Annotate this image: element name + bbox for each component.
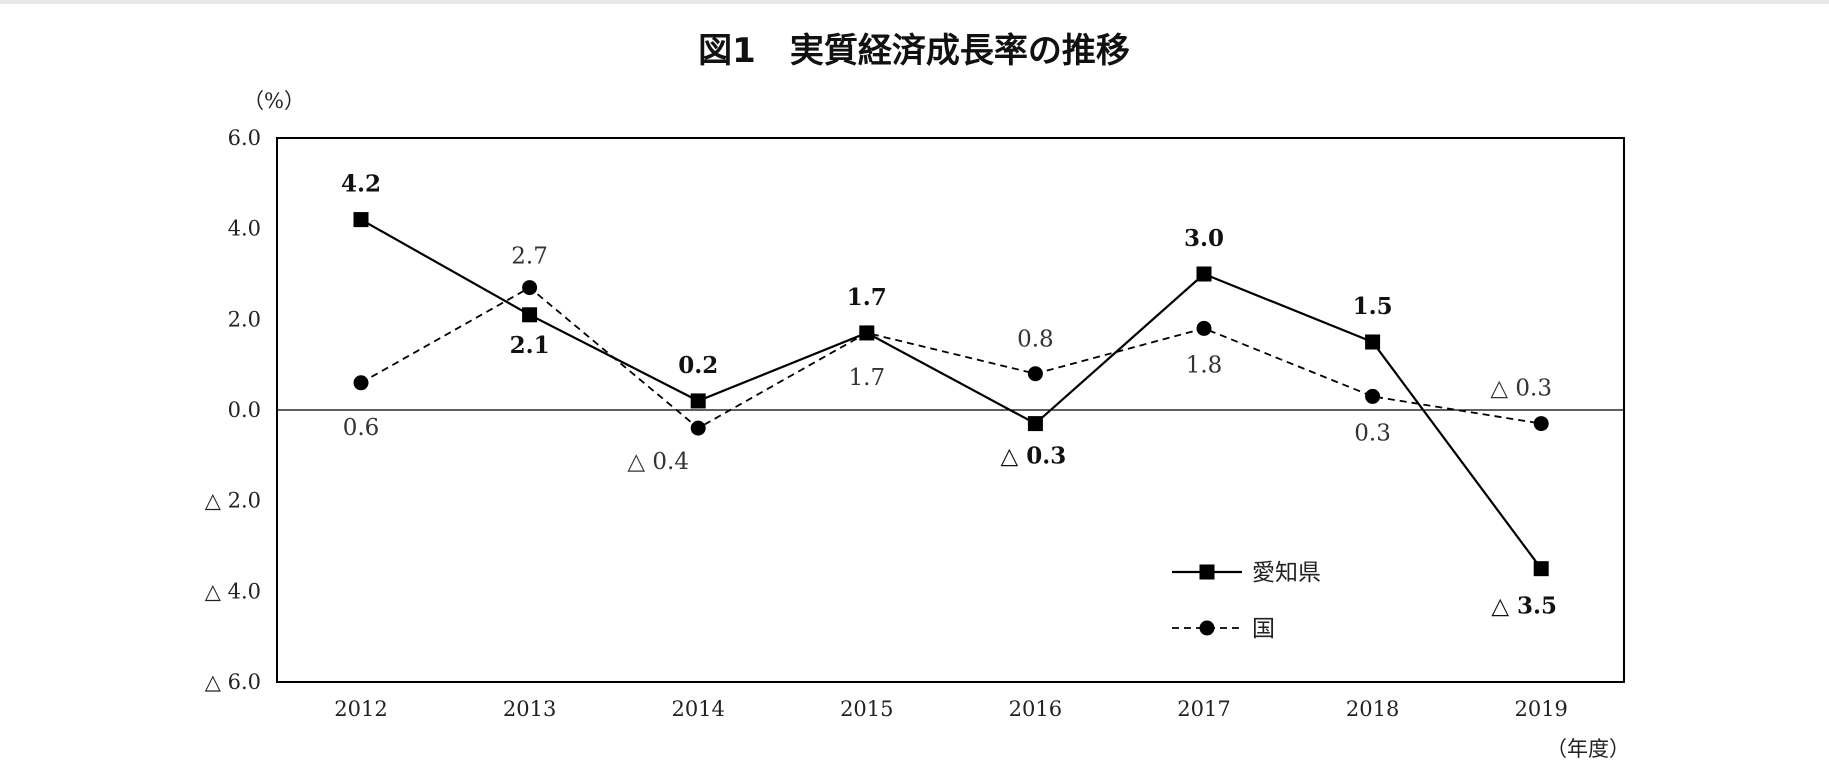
y-tick-label: △ 4.0 xyxy=(205,579,261,603)
data-label-national: △ 0.4 xyxy=(627,449,689,475)
y-tick-label: 2.0 xyxy=(228,307,261,331)
y-axis-ticks: 6.0 4.0 2.0 0.0 △ 2.0 △ 4.0 △ 6.0 xyxy=(205,126,261,694)
data-label-national: 0.6 xyxy=(343,415,380,441)
series-line-aichi xyxy=(360,218,1543,570)
data-point-aichi xyxy=(690,393,706,409)
data-label-aichi: 3.0 xyxy=(1184,225,1224,252)
y-axis-unit-label: （%） xyxy=(243,89,305,113)
y-tick-label: 4.0 xyxy=(228,217,261,241)
x-tick-label: 2013 xyxy=(503,697,556,721)
x-tick-label: 2017 xyxy=(1177,697,1230,721)
data-point-aichi xyxy=(1196,266,1212,282)
data-labels-layer: 4.2 2.1 0.2 1.7 △ 0.3 3.0 1.5 △ 3.5 0.6 2.7 △ 0.4 1… xyxy=(341,171,1557,620)
series-layer xyxy=(353,212,1549,577)
x-tick-label: 2012 xyxy=(334,697,387,721)
legend-marker-aichi xyxy=(1199,564,1215,580)
data-label-national: 0.3 xyxy=(1354,420,1391,446)
y-tick-label: 6.0 xyxy=(228,126,261,150)
legend-label-aichi: 愛知県 xyxy=(1252,560,1321,586)
data-label-aichi: △ 0.3 xyxy=(1001,443,1067,470)
data-label-aichi: △ 3.5 xyxy=(1491,593,1557,620)
legend-marker-national xyxy=(1199,620,1215,636)
data-label-national: 0.8 xyxy=(1017,327,1054,353)
data-label-aichi: 0.2 xyxy=(678,352,718,379)
data-point-national xyxy=(1027,366,1043,382)
data-label-national: 2.7 xyxy=(511,244,548,270)
x-tick-label: 2018 xyxy=(1346,697,1399,721)
y-tick-label: △ 2.0 xyxy=(205,489,261,513)
data-point-aichi xyxy=(1027,416,1043,432)
data-point-aichi xyxy=(522,307,538,323)
data-label-aichi: 1.7 xyxy=(847,284,887,311)
series-line-national xyxy=(360,286,1542,430)
data-label-aichi: 4.2 xyxy=(341,171,381,198)
x-axis-unit-label: （年度） xyxy=(1546,737,1630,761)
x-axis-ticks: 2012 2013 2014 2015 2016 2017 2018 2019 xyxy=(334,697,1568,721)
x-tick-label: 2016 xyxy=(1009,697,1062,721)
chart-title: 図1 実質経済成長率の推移 xyxy=(698,31,1130,71)
data-point-national xyxy=(353,375,369,391)
data-label-aichi: 1.5 xyxy=(1353,293,1393,320)
data-point-aichi xyxy=(353,212,369,228)
data-label-aichi: 2.1 xyxy=(510,332,550,359)
data-point-aichi xyxy=(1533,561,1549,577)
x-tick-label: 2019 xyxy=(1514,697,1567,721)
data-label-national: 1.8 xyxy=(1186,352,1223,378)
data-label-national: 1.7 xyxy=(849,365,886,391)
x-tick-label: 2014 xyxy=(671,697,724,721)
data-point-national xyxy=(522,280,538,296)
y-tick-label: △ 6.0 xyxy=(205,670,261,694)
data-point-aichi xyxy=(1365,334,1381,350)
data-point-national xyxy=(1365,388,1381,404)
y-tick-label: 0.0 xyxy=(228,398,261,422)
data-point-aichi xyxy=(859,325,875,341)
data-point-national xyxy=(1533,416,1549,432)
data-point-national xyxy=(690,420,706,436)
legend-label-national: 国 xyxy=(1252,616,1275,642)
data-point-national xyxy=(1196,320,1212,336)
x-tick-label: 2015 xyxy=(840,697,893,721)
top-bar xyxy=(0,0,1829,4)
data-label-national: △ 0.3 xyxy=(1490,376,1552,402)
